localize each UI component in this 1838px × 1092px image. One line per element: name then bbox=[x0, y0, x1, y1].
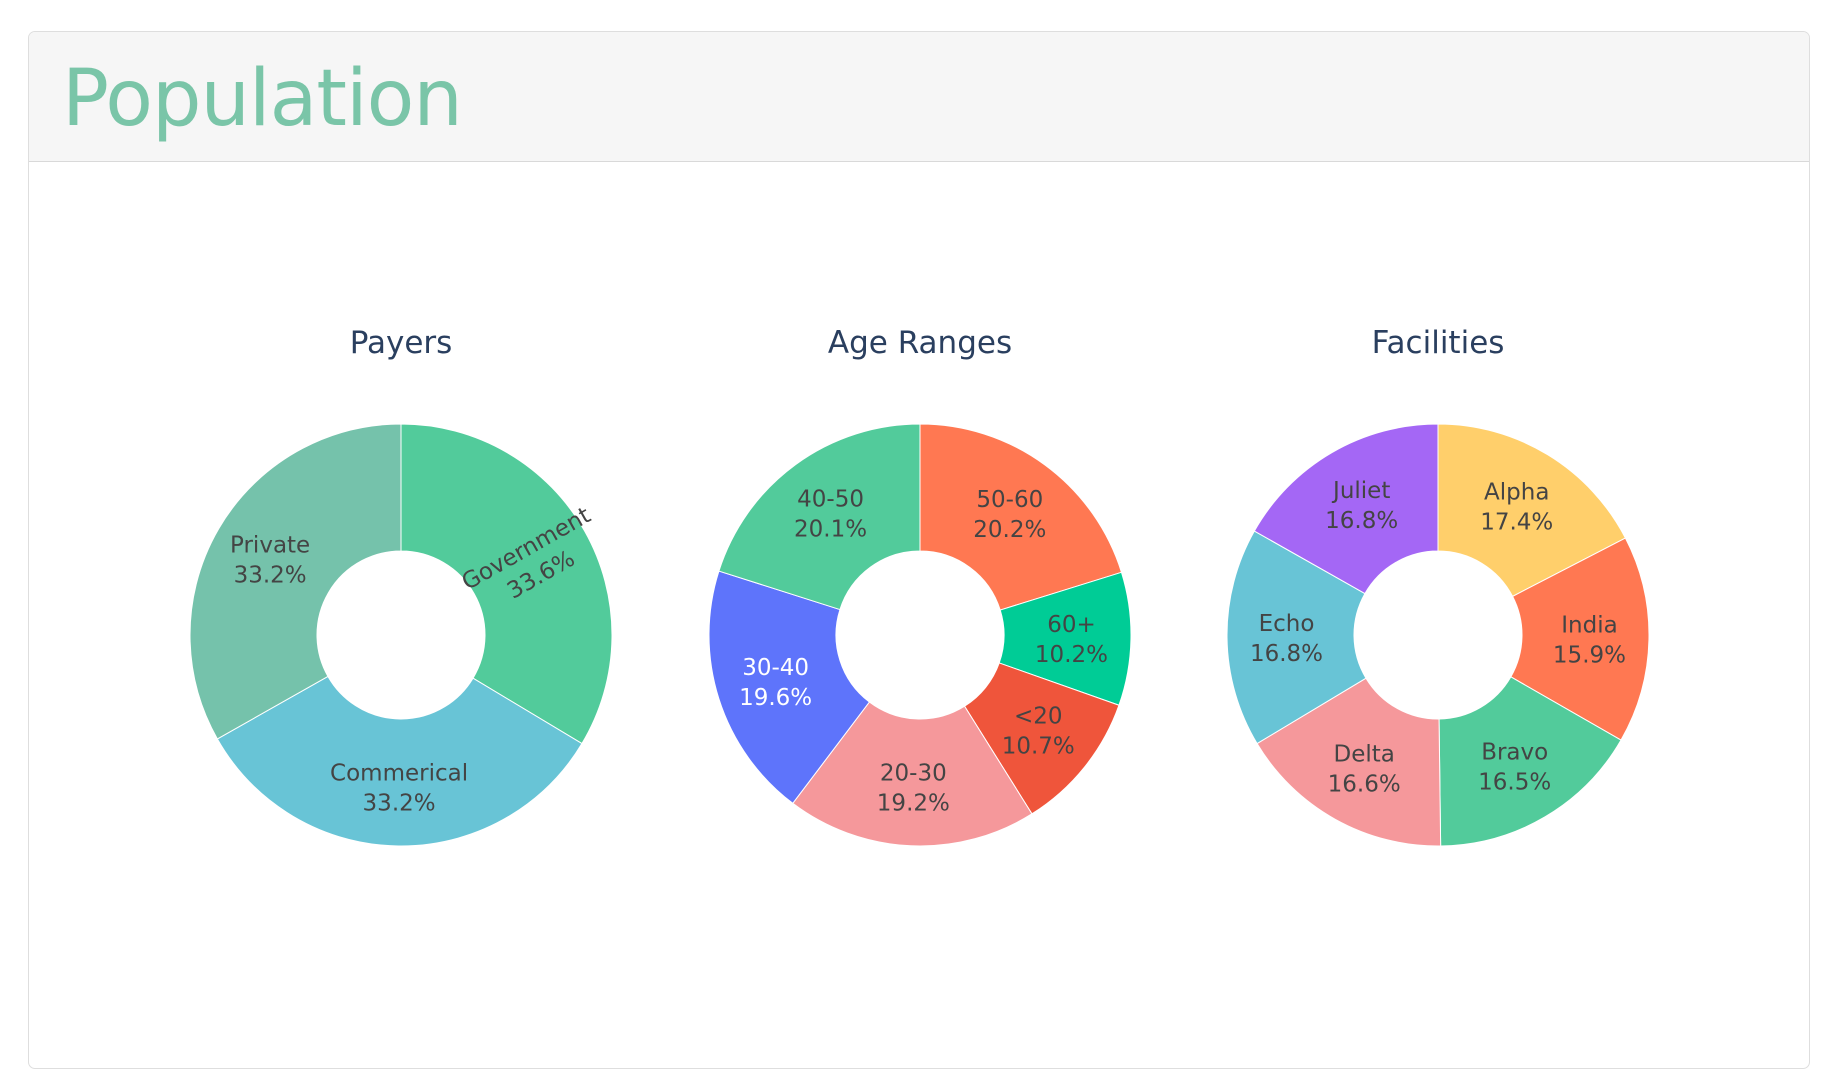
slice-label-name: <20 bbox=[1014, 704, 1063, 730]
slice-label-percent: 10.7% bbox=[1002, 734, 1075, 760]
slice-label-percent: 20.1% bbox=[794, 517, 867, 543]
slice-label-commerical: Commerical 33.2% bbox=[330, 760, 468, 816]
age-ranges-slices bbox=[708, 423, 1132, 847]
chart-title-payers: Payers bbox=[350, 325, 453, 361]
slice-echo[interactable] bbox=[1226, 530, 1367, 745]
slice-commerical[interactable] bbox=[216, 675, 583, 847]
slice-label-delta: Delta 16.6% bbox=[1328, 741, 1401, 797]
slice-label-percent: 16.8% bbox=[1250, 641, 1323, 667]
slice-label-name: 50-60 bbox=[976, 487, 1043, 513]
panel-header: Population bbox=[29, 32, 1809, 162]
slice-label-name: Juliet bbox=[1331, 478, 1390, 504]
slice-label-alpha: Alpha 17.4% bbox=[1480, 480, 1553, 536]
slice-50-60[interactable] bbox=[919, 423, 1123, 611]
slice-label-name: 20-30 bbox=[880, 760, 947, 786]
slice-label-40-50: 40-50 20.1% bbox=[794, 487, 867, 543]
slice-label-50-60: 50-60 20.2% bbox=[973, 487, 1046, 543]
slice-label-name: India bbox=[1561, 612, 1617, 638]
age-ranges-labels: 50-60 20.2% 60+ 10.2% <20 10.7% 20-30 19.2% 30-4… bbox=[739, 487, 1108, 817]
slice-government[interactable] bbox=[400, 423, 613, 745]
slice-label-percent: 16.5% bbox=[1478, 770, 1551, 796]
chart-age-ranges: Age Ranges 50-60 20.2% 60+ 10.2% <20 10.7% 20-… bbox=[708, 325, 1132, 847]
slice-label-20: <20 10.7% bbox=[1002, 704, 1075, 760]
slice-label-percent: 33.2% bbox=[363, 790, 436, 816]
slice-20-30[interactable] bbox=[792, 701, 1033, 847]
slice-label-60: 60+ 10.2% bbox=[1035, 612, 1108, 668]
slice-india[interactable] bbox=[1510, 537, 1650, 741]
slice-label-percent: 33.2% bbox=[234, 563, 307, 589]
slice-30-40[interactable] bbox=[708, 570, 871, 805]
chart-title-age-ranges: Age Ranges bbox=[828, 325, 1012, 361]
facilities-slices bbox=[1226, 423, 1650, 847]
payers-slices bbox=[189, 423, 613, 847]
slice-private[interactable] bbox=[189, 423, 402, 740]
slice-label-india: India 15.9% bbox=[1553, 612, 1626, 668]
slice-label-name: 30-40 bbox=[742, 655, 809, 681]
panel-title: Population bbox=[62, 54, 463, 144]
slice-label-20-30: 20-30 19.2% bbox=[877, 760, 950, 816]
slice-label-name: 40-50 bbox=[797, 487, 864, 513]
slice-label-30-40: 30-40 19.6% bbox=[739, 655, 812, 711]
slice-label-percent: 19.6% bbox=[739, 685, 812, 711]
slice-label-echo: Echo 16.8% bbox=[1250, 611, 1323, 667]
slice-bravo[interactable] bbox=[1438, 676, 1622, 847]
slice-label-percent: 10.2% bbox=[1035, 642, 1108, 668]
slice-label-percent: 19.2% bbox=[877, 790, 950, 816]
slice-juliet[interactable] bbox=[1253, 423, 1439, 595]
slice-label-name: Delta bbox=[1333, 741, 1394, 767]
slice-label-percent: 15.9% bbox=[1553, 642, 1626, 668]
slice-label-name: Alpha bbox=[1484, 480, 1549, 506]
slice-label-percent: 16.6% bbox=[1328, 771, 1401, 797]
slice-label-private: Private 33.2% bbox=[230, 533, 310, 589]
slice-label-percent: 17.4% bbox=[1480, 510, 1553, 536]
facilities-labels: Alpha 17.4% India 15.9% Bravo 16.5% Delta 16.6%… bbox=[1250, 478, 1626, 797]
chart-title-facilities: Facilities bbox=[1372, 325, 1505, 361]
slice-label-juliet: Juliet 16.8% bbox=[1325, 478, 1398, 534]
slice-alpha[interactable] bbox=[1437, 423, 1627, 598]
slice-label-name: Bravo bbox=[1481, 740, 1548, 766]
slice-label-name: Commerical bbox=[330, 760, 468, 786]
chart-facilities: Facilities Alpha 17.4% India 15.9% Bravo 16.5… bbox=[1226, 325, 1650, 847]
slice-label-bravo: Bravo 16.5% bbox=[1478, 740, 1551, 796]
slice-label-name: Echo bbox=[1259, 611, 1315, 637]
chart-payers: Payers Government33.6%Commerical 33.2%Pri… bbox=[189, 325, 613, 847]
slice-label-name: 60+ bbox=[1047, 612, 1096, 638]
slice-delta[interactable] bbox=[1256, 677, 1442, 847]
slice-label-percent: 16.8% bbox=[1325, 508, 1398, 534]
slice-label-percent: 20.2% bbox=[973, 517, 1046, 543]
slice-40-50[interactable] bbox=[718, 423, 921, 611]
slice-label-name: Private bbox=[230, 533, 310, 559]
